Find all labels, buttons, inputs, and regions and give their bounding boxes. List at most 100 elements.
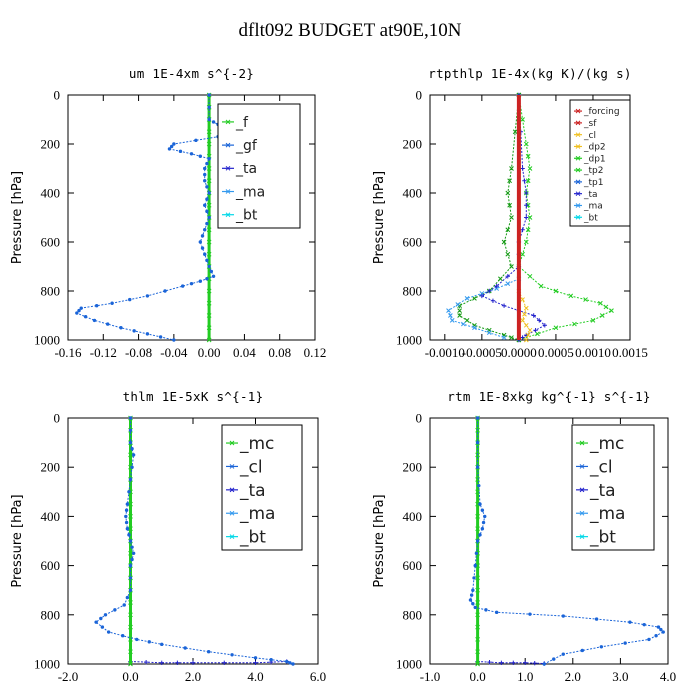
data-point [579, 534, 585, 539]
data-point [211, 274, 216, 278]
data-point [477, 483, 481, 488]
data-point [481, 520, 486, 525]
data-point [509, 335, 514, 340]
data-point [523, 141, 529, 147]
data-point [128, 576, 133, 580]
y-tick-label: 0 [416, 411, 423, 426]
data-point [120, 634, 125, 638]
data-point [207, 117, 211, 122]
data-point [253, 656, 258, 660]
data-point [520, 227, 525, 232]
data-point [222, 660, 227, 665]
data-point [475, 649, 480, 655]
legend: _mc _cl _ta _ma _bt [221, 424, 303, 551]
series-line-3 [446, 276, 522, 340]
data-point [206, 313, 212, 318]
data-point [203, 203, 207, 207]
data-point [505, 281, 511, 287]
data-point [468, 598, 473, 602]
y-tick-label: 1000 [34, 333, 60, 348]
data-point [200, 246, 205, 250]
data-point [524, 190, 529, 196]
data-point [525, 332, 531, 338]
data-point [484, 608, 488, 612]
data-point [130, 545, 134, 549]
data-point [509, 215, 514, 220]
plot-frame [429, 417, 669, 665]
panel-1: um 1E-4xm s^{-2} Pressure [hPa] -0.16 -0.12… [10, 66, 326, 360]
data-point [583, 297, 588, 302]
data-point [229, 440, 235, 446]
y-tick-label: 400 [403, 509, 423, 524]
legend-label: _ma [583, 202, 603, 212]
data-point [253, 660, 258, 665]
data-point [475, 539, 480, 543]
data-point [460, 321, 466, 327]
data-point [127, 490, 131, 494]
data-point [479, 293, 485, 299]
data-point [522, 178, 527, 183]
data-point [229, 534, 235, 539]
data-point [206, 239, 212, 245]
data-point [198, 154, 203, 158]
data-point [128, 661, 133, 667]
data-point [160, 642, 164, 647]
data-point [205, 161, 209, 166]
y-tick-label: 0 [54, 88, 61, 103]
data-point [520, 251, 525, 257]
y-tick-label: 1000 [396, 657, 422, 672]
data-point [172, 338, 176, 342]
data-point [128, 514, 133, 519]
data-point [469, 593, 474, 597]
x-tick-label: 0.00 [198, 345, 221, 360]
data-point [159, 660, 164, 665]
x-tick-label: 0.08 [268, 345, 291, 360]
data-point [579, 510, 585, 516]
data-point [457, 308, 462, 313]
data-point [475, 587, 480, 593]
legend-label: _sf [583, 119, 597, 129]
data-point [553, 288, 559, 294]
data-point [537, 318, 542, 323]
y-tick-label: 800 [41, 607, 61, 622]
y-tick-label: 1000 [34, 657, 60, 672]
data-point [523, 337, 529, 343]
series-path [480, 94, 546, 341]
data-point [575, 191, 581, 197]
data-point [180, 284, 185, 288]
y-tick-label: 400 [41, 509, 61, 524]
legend-label: _forcing [583, 107, 620, 117]
y-tick-label: 1000 [396, 333, 422, 348]
series-line-3 [468, 416, 665, 666]
data-point [145, 294, 150, 298]
data-point [130, 557, 134, 562]
panel-title: rtpthlp 1E-4x(kg K)/(kg s) [428, 66, 631, 81]
data-point [533, 328, 538, 333]
data-point [128, 550, 133, 556]
data-point [527, 166, 533, 171]
data-point [94, 304, 99, 308]
data-point [105, 322, 110, 326]
data-point [464, 295, 470, 301]
data-point [553, 325, 559, 331]
data-point [225, 165, 231, 171]
data-point [494, 610, 499, 615]
legend-label: _mc [239, 434, 274, 454]
legend-label: _ma [589, 504, 625, 524]
data-point [475, 612, 480, 618]
legend-label: _bt [239, 528, 266, 548]
data-point [229, 510, 235, 516]
data-point [206, 178, 212, 184]
data-point [207, 191, 211, 195]
data-point [501, 303, 507, 308]
data-point [125, 595, 130, 600]
data-point [206, 650, 211, 654]
data-point [205, 209, 209, 214]
legend-box [571, 424, 655, 551]
data-point [128, 624, 133, 630]
data-point [113, 608, 117, 612]
y-tick-label: 600 [41, 558, 61, 573]
y-tick-label: 600 [403, 558, 423, 573]
data-point [83, 315, 88, 319]
data-point [207, 157, 211, 161]
